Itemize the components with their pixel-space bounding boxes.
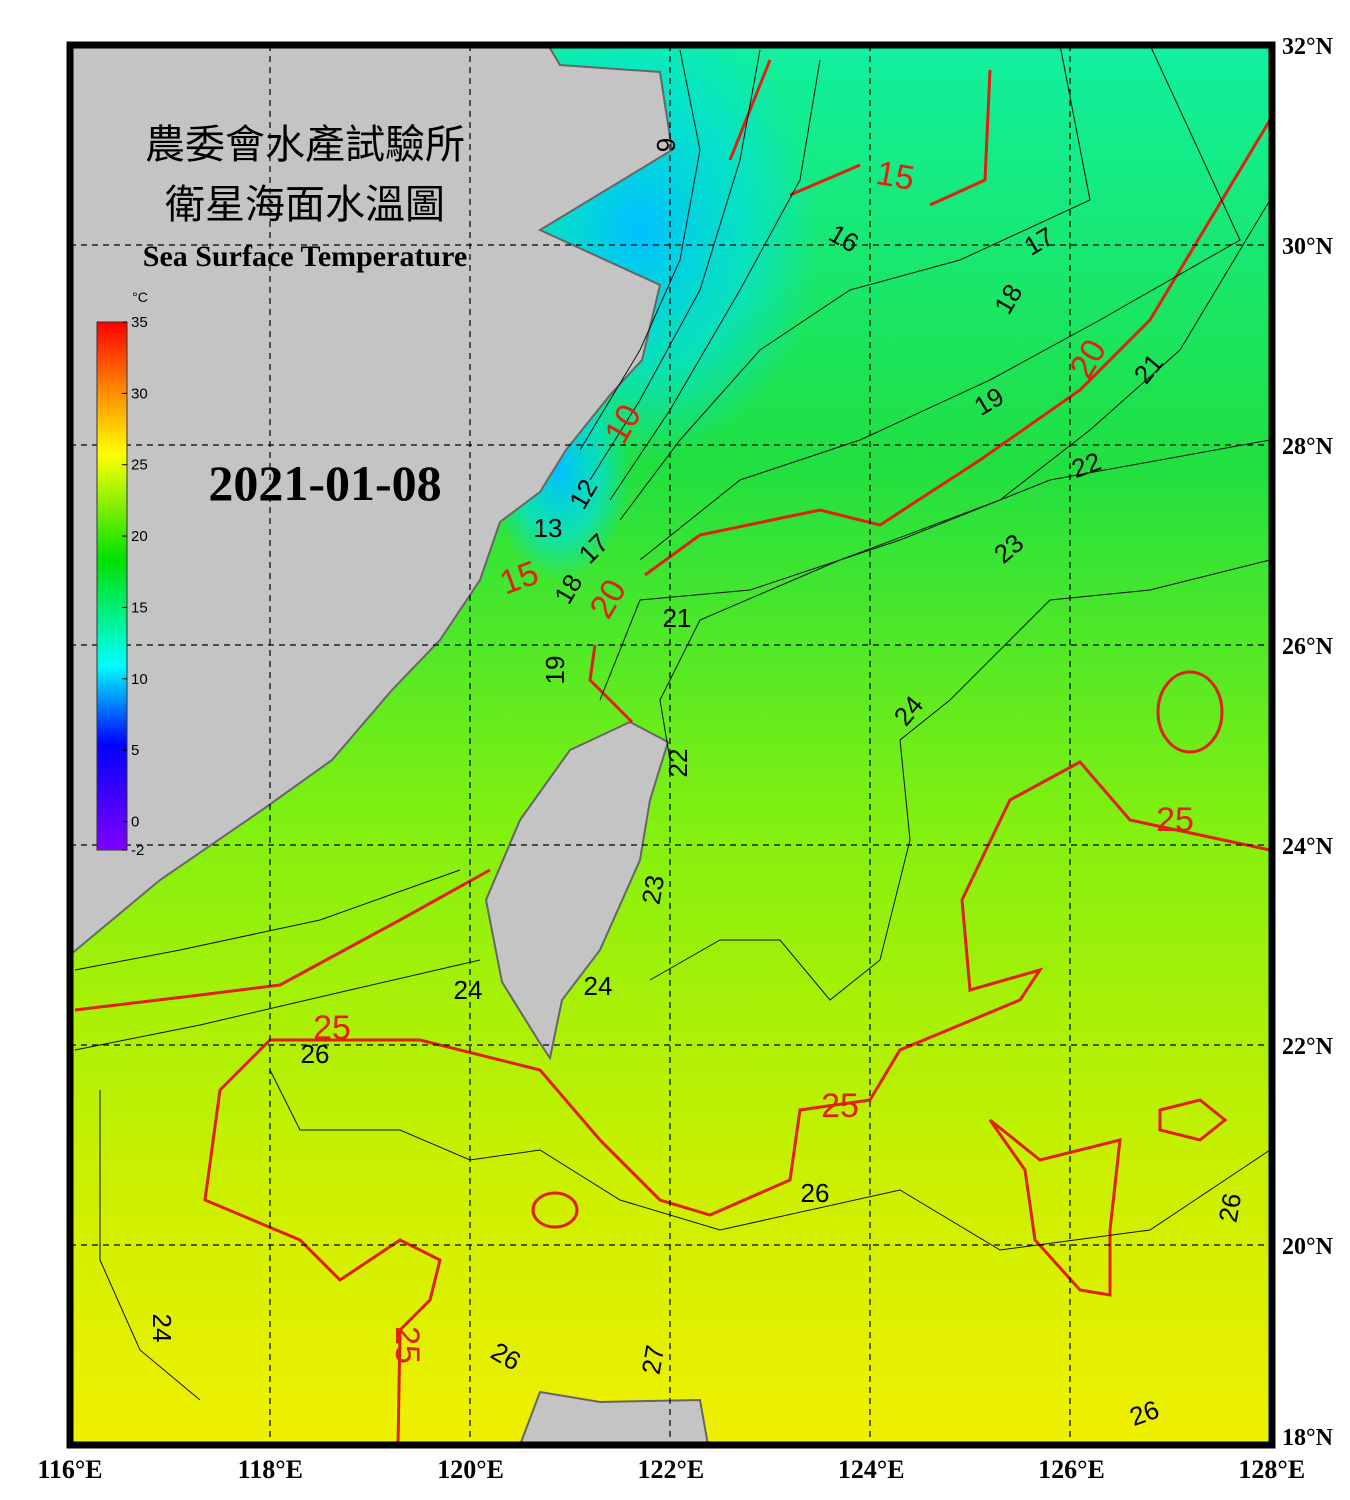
lat-label: 30°N [1282, 234, 1334, 260]
colorbar-tick-label: 35 [131, 314, 148, 331]
axis-labels: 116°E 118°E 120°E 122°E 124°E 126°E 128°E 32°N 3… [37, 34, 1333, 1484]
colorbar-tick-label: 0 [131, 813, 139, 830]
colorbar-ticks: 35 30 25 20 15 10 5 0 -2 [122, 314, 148, 859]
colorbar [96, 321, 128, 851]
contour-label: 23 [636, 873, 671, 907]
contour-label: 24 [147, 1314, 177, 1343]
contour-label: 27 [636, 1343, 671, 1377]
contour-label: 26 [801, 1178, 830, 1208]
contour-label: 26 [1213, 1191, 1248, 1225]
colorbar-unit: °C [132, 289, 148, 305]
isotherms-minor [74, 45, 1271, 1401]
contour-label: 25 [313, 1009, 351, 1047]
contour-label: 9 [651, 138, 681, 152]
lat-label: 24°N [1282, 834, 1334, 860]
title-en: Sea Surface Temperature [143, 240, 467, 273]
contour-label: 25 [1156, 801, 1194, 839]
isotherms-major [74, 59, 1272, 1445]
lon-label: 128°E [1238, 1455, 1305, 1484]
lon-label: 118°E [238, 1455, 303, 1484]
lat-label: 18°N [1282, 1425, 1334, 1451]
lon-label: 126°E [1038, 1455, 1105, 1484]
contour-label: 15 [873, 154, 917, 198]
lon-label: 120°E [437, 1455, 504, 1484]
colorbar-tick-label: -2 [131, 842, 144, 859]
lat-label: 32°N [1282, 34, 1334, 60]
date: 2021-01-08 [208, 455, 441, 511]
lat-label: 28°N [1282, 434, 1334, 460]
contour-label: 21 [663, 603, 692, 633]
luzon [518, 1390, 710, 1445]
lon-label: 116°E [37, 1455, 102, 1484]
contour-label: 26 [301, 1039, 330, 1069]
taiwan [484, 720, 670, 1061]
mainland [70, 45, 674, 957]
title-zh: 衛星海面水溫圖 [165, 182, 445, 228]
colorbar-tick-label: 5 [131, 742, 139, 759]
colorbar-tick-label: 15 [131, 599, 148, 616]
lat-label: 22°N [1282, 1034, 1334, 1060]
colorbar-tick-label: 10 [131, 671, 148, 688]
lat-label: 26°N [1282, 634, 1334, 660]
contour-label: 13 [534, 513, 563, 543]
contour-label: 22 [663, 749, 693, 778]
title-zh: 農委會水產試驗所 [145, 122, 465, 168]
colorbar-tick-label: 20 [131, 528, 148, 545]
contour-label: 19 [540, 656, 570, 685]
contour-label: 24 [584, 971, 613, 1001]
frame [66, 41, 1276, 1449]
colorbar-tick-label: 25 [131, 457, 148, 474]
lat-label: 20°N [1282, 1234, 1334, 1260]
graticule [70, 45, 1272, 1445]
lon-label: 124°E [838, 1455, 905, 1484]
contour-label: 25 [821, 1087, 859, 1125]
colorbar-tick-label: 30 [131, 385, 148, 402]
lon-label: 122°E [638, 1455, 705, 1484]
contour-label: 24 [454, 975, 483, 1005]
contour-label: 25 [388, 1326, 426, 1364]
